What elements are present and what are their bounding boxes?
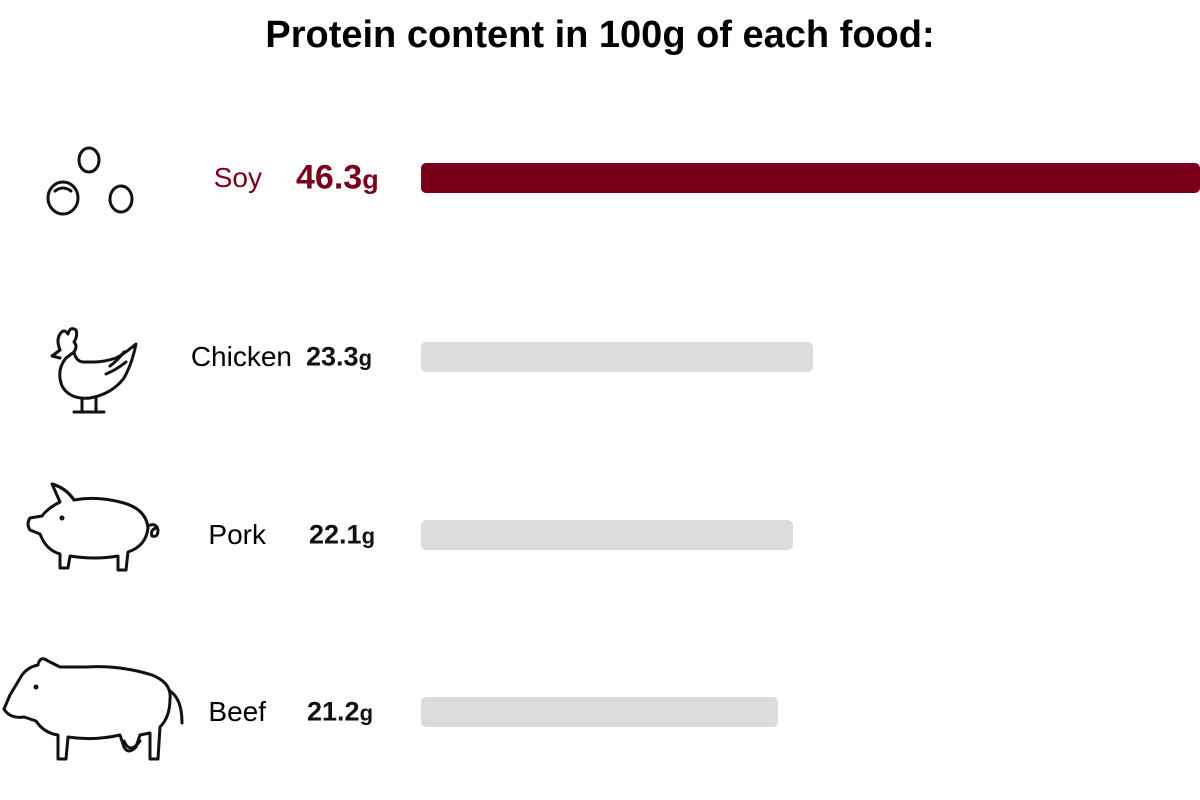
cow-icon <box>0 637 200 787</box>
bar-track <box>421 520 1200 550</box>
value-label: 46.3g <box>296 159 379 198</box>
bar-beef <box>421 697 778 727</box>
category-label: Soy <box>213 162 262 193</box>
bar-soy <box>421 163 1200 193</box>
bar-chicken <box>421 342 813 372</box>
value-unit: g <box>359 700 374 726</box>
value-label: 21.2g <box>307 697 373 728</box>
chicken-icon <box>0 282 200 432</box>
value-unit: g <box>361 523 376 549</box>
bar-row-pork: Pork 22.1g <box>0 460 1200 610</box>
soybeans-icon <box>0 103 200 253</box>
category-label: Chicken <box>190 341 292 372</box>
pig-icon <box>0 460 200 610</box>
bar-track <box>421 163 1200 193</box>
bar-track <box>421 697 1200 727</box>
bar-pork <box>421 520 793 550</box>
chart-title: Protein content in 100g of each food: <box>265 14 935 56</box>
bar-row-chicken: Chicken 23.3g <box>0 282 1200 432</box>
bar-row-beef: Beef 21.2g <box>0 637 1200 787</box>
bar-row-soy: Soy 46.3g <box>0 103 1200 253</box>
value-label: 22.1g <box>309 520 375 551</box>
bar-track <box>421 342 1200 372</box>
category-label: Pork <box>208 519 266 550</box>
value-label: 23.3g <box>306 342 372 373</box>
value-number: 23.3 <box>306 341 359 372</box>
value-number: 22.1 <box>309 519 362 550</box>
value-number: 21.2 <box>307 696 360 727</box>
value-number: 46.3 <box>296 158 363 197</box>
value-unit: g <box>358 345 373 371</box>
category-label: Beef <box>208 696 266 727</box>
value-unit: g <box>362 164 379 195</box>
